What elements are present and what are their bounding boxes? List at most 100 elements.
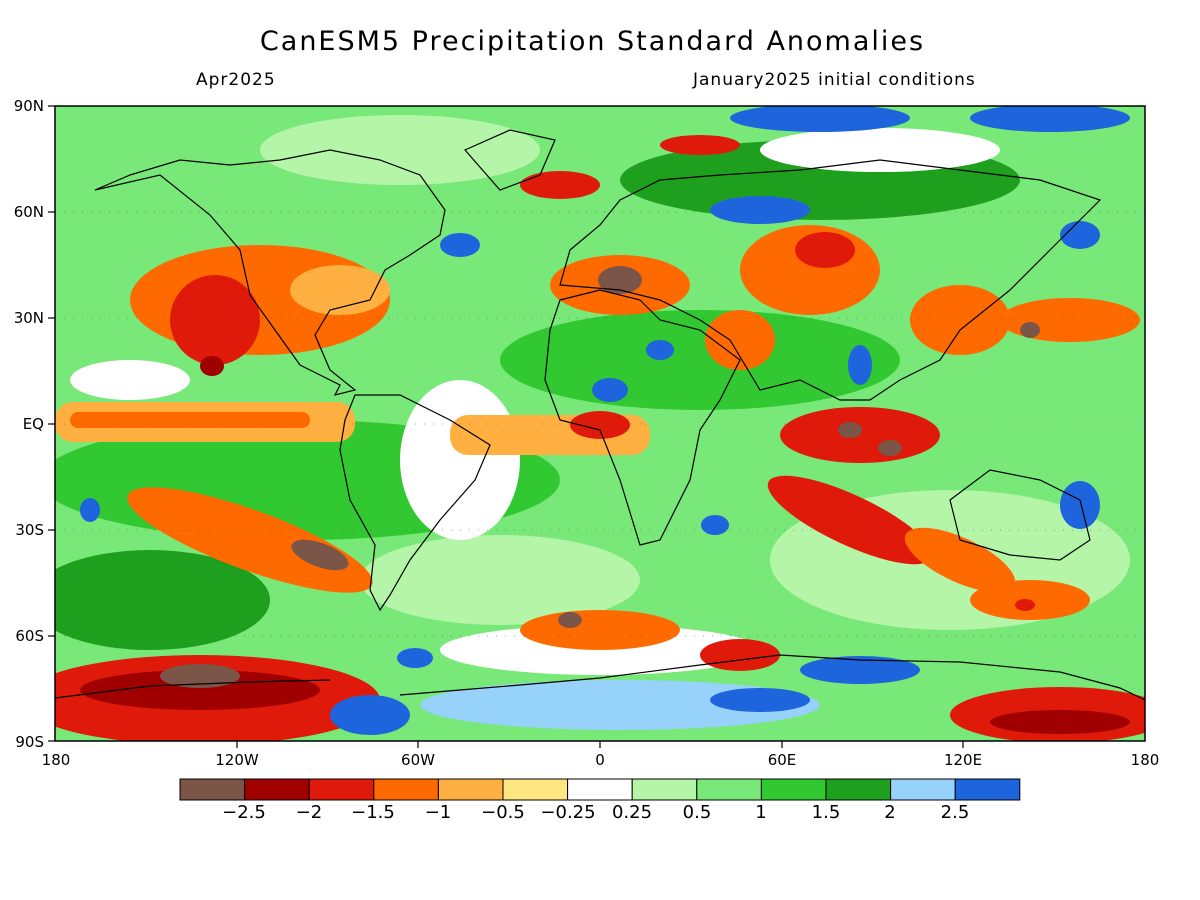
lat-label-30s: 30S — [15, 521, 44, 539]
anomaly-patch — [780, 407, 940, 463]
anomaly-patch — [397, 648, 433, 668]
antarctica-coastline — [399, 654, 1145, 701]
anomaly-patch — [598, 266, 642, 294]
colorbar-swatch — [825, 778, 892, 801]
anomaly-patch — [730, 106, 910, 132]
anomaly-patch — [1020, 322, 1040, 338]
anomaly-patch — [760, 128, 1000, 172]
lat-label-60s: 60S — [15, 627, 44, 645]
colorbar-swatch — [179, 778, 246, 801]
anomaly-patch — [970, 106, 1130, 132]
africa-coastline — [544, 289, 741, 546]
lon-label-180w: 180 — [41, 751, 71, 769]
colorbar-swatch — [696, 778, 762, 801]
lon-label-60e: 60E — [767, 751, 797, 769]
anomaly-patch — [1060, 221, 1100, 249]
colorbar-label: −1.5 — [351, 802, 395, 823]
colorbar — [179, 778, 1021, 801]
anomaly-patch — [558, 612, 582, 628]
anomaly-patch — [990, 710, 1130, 734]
colorbar-label: 1 — [755, 802, 767, 823]
colorbar-label: −1 — [424, 802, 452, 823]
colorbar-label: 2 — [884, 802, 896, 823]
lat-label-eq: EQ — [22, 415, 44, 433]
colorbar-label: 0.5 — [682, 802, 712, 823]
anomaly-patch — [660, 135, 740, 155]
colorbar-label: −0.25 — [540, 802, 596, 823]
lat-label-30n: 30N — [13, 309, 44, 327]
antarctica-coastline — [55, 679, 331, 699]
colorbar-label: 2.5 — [940, 802, 970, 823]
anomaly-patch — [570, 411, 630, 439]
anomaly-patch — [70, 360, 190, 400]
colorbar-label: 1.5 — [811, 802, 841, 823]
coastlines — [55, 129, 1145, 701]
lon-label-60w: 60W — [401, 751, 435, 769]
colorbar-label: −2 — [295, 802, 323, 823]
colorbar-swatch — [890, 778, 956, 801]
page-title: CanESM5 Precipitation Standard Anomalies — [259, 26, 926, 57]
colorbar-swatch — [437, 778, 504, 801]
north-america-coastline — [94, 149, 446, 396]
anomaly-patch — [838, 422, 862, 438]
colorbar-swatch — [244, 778, 310, 801]
anomaly-patch — [127, 487, 373, 593]
initial-conditions-label: January2025 initial conditions — [693, 70, 976, 90]
anomaly-patch — [520, 610, 680, 650]
anomaly-patch — [520, 171, 600, 199]
anomaly-patch — [646, 340, 674, 360]
anomaly-patch — [55, 550, 270, 650]
lon-label-120e: 120E — [943, 751, 983, 769]
eurasia-coastline — [559, 159, 1102, 401]
anomaly-patch — [592, 378, 628, 402]
anomaly-patch — [200, 356, 224, 376]
anomaly-patch — [290, 265, 390, 315]
valid-month-label: Apr2025 — [196, 70, 276, 90]
anomaly-patch — [767, 475, 933, 565]
anomaly-patch — [700, 639, 780, 671]
anomaly-patch — [440, 233, 480, 257]
lat-label-90n: 90N — [13, 97, 44, 115]
anomaly-patch — [1060, 481, 1100, 529]
colorbar-label: 0.25 — [611, 802, 653, 823]
anomaly-patch — [710, 688, 810, 712]
anomaly-patch — [80, 670, 320, 710]
lat-label-90s: 90S — [15, 733, 44, 751]
anomaly-patch — [904, 527, 1016, 593]
anomaly-patch — [701, 515, 729, 535]
anomaly-patch — [1015, 599, 1035, 611]
colorbar-swatch — [373, 778, 439, 801]
south-america-coastline — [339, 394, 491, 612]
anomaly-patch — [878, 440, 902, 456]
lat-label-60n: 60N — [13, 203, 44, 221]
anomaly-patch — [160, 664, 240, 688]
axis-ticks — [48, 105, 964, 748]
colorbar-swatch — [502, 778, 569, 801]
anomaly-patch — [705, 310, 775, 370]
anomaly-patch — [710, 196, 810, 224]
colorbar-swatch — [954, 778, 1021, 801]
colorbar-label: −2.5 — [222, 802, 266, 823]
lon-label-180e: 180 — [1130, 751, 1160, 769]
anomaly-patch — [420, 680, 820, 730]
anomaly-patch — [360, 535, 640, 625]
anomaly-patch — [291, 539, 349, 571]
anomaly-patch — [910, 285, 1010, 355]
anomaly-field — [55, 106, 1145, 741]
colorbar-swatch — [567, 778, 633, 801]
anomaly-patch — [80, 498, 100, 522]
anomaly-patch — [800, 656, 920, 684]
colorbar-swatch — [760, 778, 827, 801]
lon-label-120w: 120W — [215, 751, 259, 769]
colorbar-swatch — [631, 778, 698, 801]
lon-label-0: 0 — [595, 751, 605, 769]
anomaly-patch — [330, 695, 410, 735]
australia-coastline — [949, 469, 1091, 561]
anomaly-patch — [70, 412, 310, 428]
colorbar-label: −0.5 — [481, 802, 525, 823]
anomaly-patch — [795, 232, 855, 268]
anomaly-patch — [170, 275, 260, 365]
anomaly-patch — [848, 345, 872, 385]
colorbar-swatch — [308, 778, 375, 801]
